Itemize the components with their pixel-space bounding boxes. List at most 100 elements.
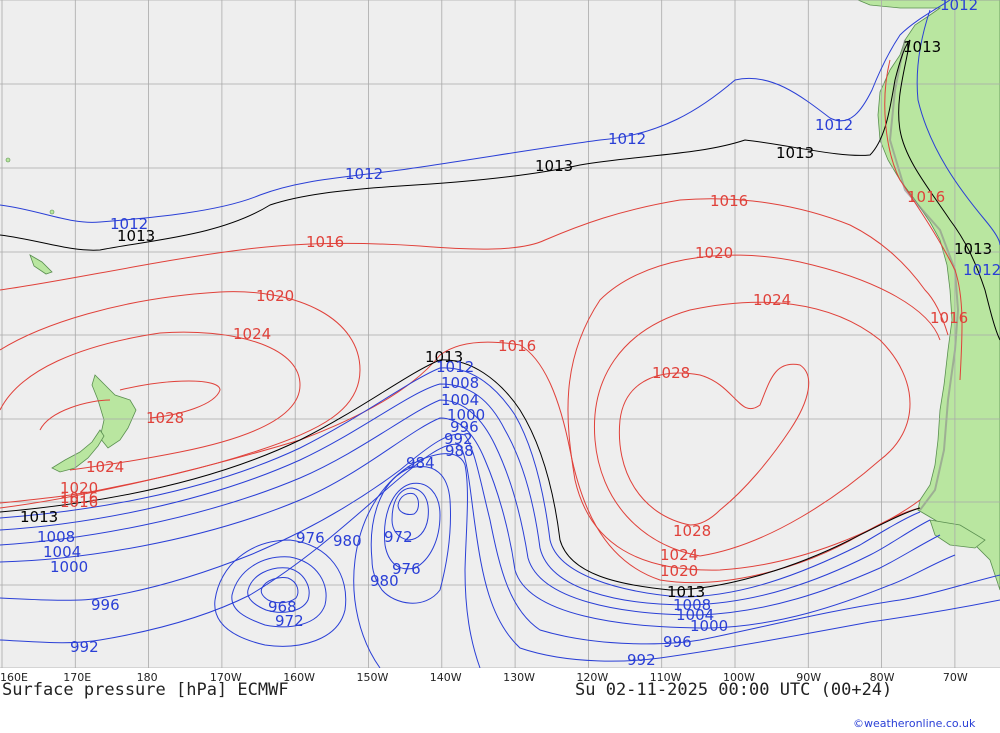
- isobar-980-west: [214, 539, 347, 647]
- isobar-label: 976: [296, 529, 325, 547]
- isobar-label: 988: [445, 442, 474, 460]
- isobar-label: 1024: [233, 325, 271, 343]
- isobar-label: 1013: [20, 508, 58, 526]
- footer-band: [0, 668, 1000, 733]
- isobar-972-west: [247, 567, 310, 613]
- new-zealand-south-island: [51, 429, 105, 473]
- valid-time: Su 02-11-2025 00:00 UTC (00+24): [575, 680, 892, 700]
- isobar-label: 1024: [753, 291, 791, 309]
- isobar-968: [260, 577, 299, 604]
- isobar-1020-east: [567, 254, 941, 571]
- longitude-label: 110W: [650, 671, 682, 684]
- isobar-label: 1028: [146, 409, 184, 427]
- isobar-label: 1016: [907, 188, 945, 206]
- isobar-label: 1004: [43, 543, 81, 561]
- isobar-label: 1020: [660, 562, 698, 580]
- longitude-label: 170E: [63, 671, 91, 684]
- isobar-label: 992: [70, 638, 99, 656]
- isobar-988: [353, 453, 481, 669]
- longitude-label: 80W: [870, 671, 895, 684]
- isobar-label: 996: [450, 418, 479, 436]
- longitude-label: 120W: [576, 671, 608, 684]
- isobar-976-west: [231, 556, 327, 628]
- longitude-axis: 160E 170E 180 170W 160W 150W 140W 130W 120W 110W 1…: [0, 671, 968, 684]
- isobar-label: 1012: [110, 215, 148, 233]
- isobar-label: 1028: [673, 522, 711, 540]
- isobar-label: 1024: [86, 458, 124, 476]
- isobar-1012-south: [0, 367, 921, 598]
- isobar-1016-coast: [884, 59, 963, 381]
- isobar-label: 1000: [50, 558, 88, 576]
- isobar-1012-north: [0, 0, 951, 223]
- isobar-label: 1020: [695, 244, 733, 262]
- credit-link[interactable]: ©weatheronline.co.uk: [853, 717, 976, 730]
- isobar-label: 1013: [776, 144, 814, 162]
- isobar-label: 1008: [441, 374, 479, 392]
- longitude-label: 70W: [943, 671, 968, 684]
- isobar-label: 1012: [963, 261, 1000, 279]
- isobar-label: 1016: [930, 309, 968, 327]
- isobar-1028-east: [618, 363, 810, 526]
- map-title: Surface pressure [hPa] ECMWF: [2, 680, 289, 700]
- isobar-980: [383, 482, 441, 570]
- isobar-972-east: [397, 492, 419, 515]
- isobar-label: 972: [275, 612, 304, 630]
- isobar-label: 1013: [535, 157, 573, 175]
- isobar-996: [0, 433, 1000, 645]
- isobar-label: 1020: [60, 479, 98, 497]
- isobar-label: 1012: [436, 358, 474, 376]
- isobar-1013-coast: [898, 39, 1000, 341]
- isobar-label: 980: [370, 572, 399, 590]
- isobar-label: 1016: [60, 493, 98, 511]
- longitude-label: 130W: [503, 671, 535, 684]
- island-dot: [5, 157, 11, 163]
- longitude-label: 90W: [796, 671, 821, 684]
- isobar-label: 1004: [676, 606, 714, 624]
- andes-relief: [888, 39, 960, 511]
- isobar-label: 972: [384, 528, 413, 546]
- longitude-label: 140W: [430, 671, 462, 684]
- isobar-label: 1028: [652, 364, 690, 382]
- isobar-1012-coast: [916, 9, 1000, 246]
- longitude-label: 180: [137, 671, 158, 684]
- isobar-label: 1012: [940, 0, 978, 14]
- isobar-1028-nz: [39, 380, 221, 431]
- isobar-1008: [0, 383, 931, 606]
- longitude-label: 160E: [0, 671, 28, 684]
- isobar-1020: [0, 291, 361, 504]
- longitude-label: 160W: [283, 671, 315, 684]
- isobar-1024-east: [593, 301, 911, 557]
- longitude-label: 150W: [357, 671, 389, 684]
- isobar-label: 996: [91, 596, 120, 614]
- isobar-label: 996: [663, 633, 692, 651]
- isobar-984: [370, 466, 451, 604]
- isobar-label: 1013: [903, 38, 941, 56]
- new-zealand-north-island: [91, 374, 137, 449]
- isobar-label: 1016: [306, 233, 344, 251]
- longitude-label: 170W: [210, 671, 242, 684]
- longitude-label: 100W: [723, 671, 755, 684]
- new-caledonia: [29, 254, 53, 275]
- isobar-1016-north: [0, 198, 949, 336]
- isobar-976-east: [391, 487, 429, 541]
- isobar-label: 1024: [660, 546, 698, 564]
- isobar-label: 1012: [345, 165, 383, 183]
- isobar-label: 1012: [608, 130, 646, 148]
- isobar-1013-north: [0, 39, 911, 251]
- isobar-label: 1016: [710, 192, 748, 210]
- isobar-label: 1004: [441, 391, 479, 409]
- isobar-label: 984: [406, 454, 435, 472]
- isobar-label: 1012: [815, 116, 853, 134]
- isobar-label: 1013: [667, 583, 705, 601]
- isobar-label: 980: [333, 532, 362, 550]
- ocean: [0, 0, 1000, 668]
- isobar-label: 1008: [673, 596, 711, 614]
- isobar-label: 1016: [498, 337, 536, 355]
- isobar-label: 992: [627, 651, 656, 669]
- isobar-label: 1020: [256, 287, 294, 305]
- isobar-1013-south: [0, 359, 921, 591]
- isobar-label: 1013: [425, 348, 463, 366]
- isobar-label: 1013: [954, 240, 992, 258]
- isobar-992: [0, 443, 1000, 662]
